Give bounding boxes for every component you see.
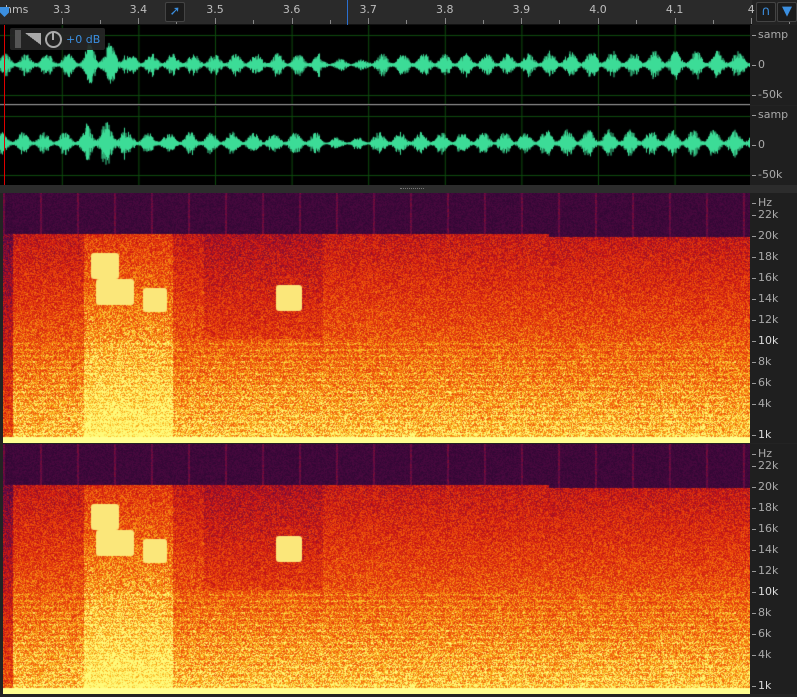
frequency-label: 18k: [751, 250, 779, 263]
ruler-tick: [521, 18, 523, 24]
frequency-label: 10k: [751, 334, 779, 347]
ruler-tick-minor: [789, 20, 791, 24]
ruler-tick-minor: [329, 20, 331, 24]
ruler-label: 4.0: [589, 3, 607, 16]
ruler-tick: [291, 18, 293, 24]
playhead-handle[interactable]: [0, 7, 9, 17]
ruler-tick: [61, 18, 63, 24]
frequency-label: 22k: [751, 459, 779, 472]
pin-icon: ➚: [169, 4, 181, 19]
frequency-label: 1k: [751, 679, 772, 692]
ruler-tick: [444, 18, 446, 24]
pin-button[interactable]: ➚: [165, 2, 185, 22]
ruler-tick-minor: [99, 20, 101, 24]
time-unit-label: hms: [5, 3, 29, 16]
ruler-tick: [674, 18, 676, 24]
time-ruler[interactable]: 3.3 3.4 3.5 3.6 3.7 3.8 3.9 4.0 4.1 4: [0, 0, 791, 25]
frequency-label: 1k: [751, 428, 772, 441]
frequency-label: 4k: [751, 397, 772, 410]
frequency-label: 18k: [751, 501, 779, 514]
marker-button[interactable]: ▼: [777, 2, 797, 22]
ruler-label: 3.6: [282, 3, 301, 16]
frequency-label: 6k: [751, 376, 772, 389]
ruler-tick-minor: [636, 20, 637, 24]
view-splitter[interactable]: [0, 185, 797, 193]
frequency-label: 8k: [751, 355, 772, 368]
frequency-label: 10k: [751, 585, 779, 598]
marker-icon: ▼: [782, 4, 792, 19]
ruler-label: 4.1: [665, 3, 684, 16]
ruler-label: 3.5: [206, 3, 224, 16]
ruler-label: 3.9: [512, 3, 531, 16]
gain-knob[interactable]: [45, 30, 62, 48]
ruler-tick-minor: [559, 20, 561, 24]
spectrogram-channel-1[interactable]: [3, 193, 750, 443]
frequency-label: 16k: [751, 271, 779, 284]
amplitude-axis-1: samp 0 -50k: [750, 25, 797, 105]
frequency-label: 14k: [751, 543, 779, 556]
frequency-label: 12k: [751, 564, 779, 577]
drag-handle[interactable]: [15, 30, 21, 48]
ruler-label: 3.3: [53, 3, 71, 16]
ruler-label: 3.4: [129, 3, 148, 16]
waveform-channel-1[interactable]: [0, 25, 750, 105]
ruler-tick-minor: [253, 20, 254, 24]
spectrogram-channel-2[interactable]: [3, 444, 750, 694]
ruler-tick: [215, 18, 216, 24]
ruler-tick-minor: [482, 20, 484, 24]
ruler-tick: [138, 18, 140, 24]
frequency-label: 8k: [751, 606, 772, 619]
frequency-label: 12k: [751, 313, 779, 326]
frequency-label: 6k: [751, 627, 772, 640]
frequency-unit: Hz: [751, 196, 773, 209]
gain-value[interactable]: +0 dB: [66, 32, 101, 46]
level-meter-icon: [25, 33, 41, 45]
magnet-icon: ∩: [761, 4, 771, 19]
ruler-tick-minor: [406, 20, 408, 24]
frequency-axis-1: Hz 22k 20k 18k 16k 14k 12k 10k 8k 6k 4k 1k: [750, 193, 797, 443]
ruler-tick: [598, 18, 599, 24]
frequency-label: 16k: [751, 522, 779, 535]
frequency-label: 22k: [751, 208, 779, 221]
ruler-label: 3.8: [436, 3, 454, 16]
gain-hud[interactable]: +0 dB: [10, 28, 106, 50]
frequency-label: 14k: [751, 292, 779, 305]
cursor-marker: [347, 0, 348, 25]
amplitude-axis-2: samp 0 -50k: [750, 106, 797, 185]
ruler-tick: [368, 18, 370, 24]
frequency-label: 20k: [751, 229, 779, 242]
waveform-channel-2[interactable]: [0, 106, 750, 185]
ruler-tick-minor: [712, 20, 714, 24]
ruler-label: 4: [747, 3, 755, 16]
frequency-axis-2: Hz 22k 20k 18k 16k 14k 12k 10k 8k 6k 4k 1k: [750, 444, 797, 694]
frequency-label: 20k: [751, 480, 779, 493]
cursor-line: [4, 25, 5, 185]
ruler-tick: [751, 18, 753, 24]
frequency-unit: Hz: [751, 447, 773, 460]
ruler-tick-minor: [176, 20, 178, 24]
ruler-label: 3.7: [359, 3, 377, 16]
snap-button[interactable]: ∩: [756, 2, 776, 22]
frequency-label: 4k: [751, 648, 772, 661]
